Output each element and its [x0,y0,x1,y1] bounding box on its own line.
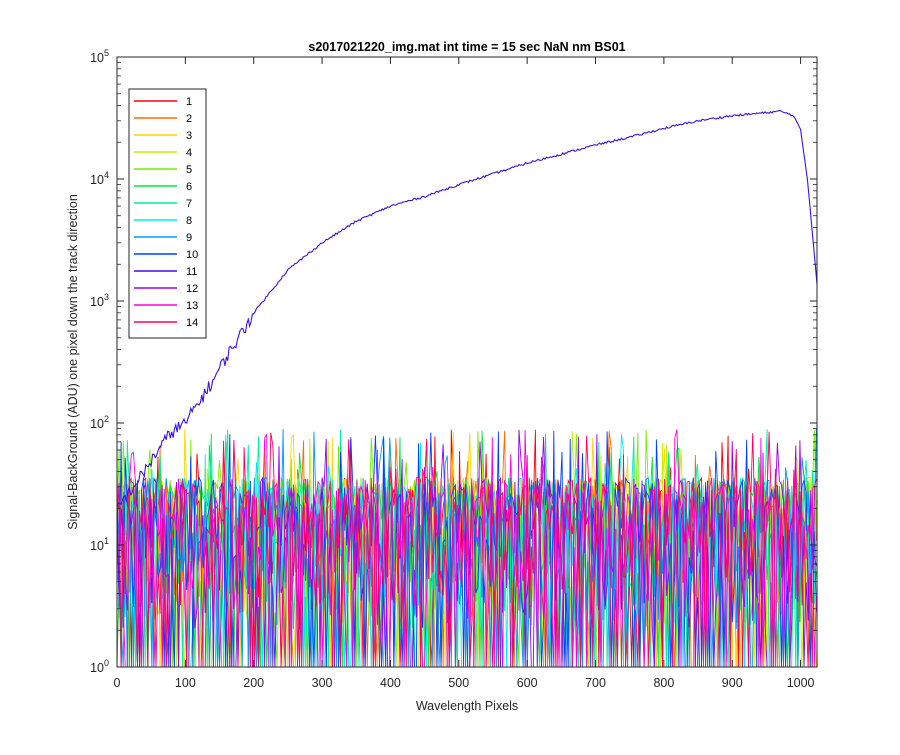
y-tick-label: 105 [90,48,109,65]
y-tick-label: 100 [90,658,109,675]
plot-frame [116,56,818,668]
y-tick-label: 102 [90,414,109,431]
legend-box [128,88,207,339]
series-line-12 [117,429,817,667]
legend-label-12: 12 [186,283,198,295]
x-tick-label: 600 [517,676,538,690]
legend-label-10: 10 [186,249,198,261]
y-tick-label: 104 [90,170,109,187]
legend-label-3: 3 [186,130,192,142]
x-tick-label: 100 [175,676,196,690]
x-tick-label: 400 [380,676,401,690]
x-tick-label: 700 [585,676,606,690]
legend-label-13: 13 [186,300,198,312]
x-tick-label: 900 [722,676,743,690]
legend-label-8: 8 [186,215,192,227]
legend-label-14: 14 [186,317,198,329]
x-tick-label: 800 [653,676,674,690]
x-tick-label: 500 [448,676,469,690]
y-tick-label: 103 [90,292,109,309]
legend-label-11: 11 [186,266,197,278]
series-line-11-signal [117,109,817,508]
legend-label-1: 1 [186,96,192,108]
legend-label-5: 5 [186,164,192,176]
x-tick-label: 300 [312,676,333,690]
legend-label-7: 7 [186,198,192,210]
x-tick-label: 0 [114,676,121,690]
legend-label-9: 9 [186,232,192,244]
chart-title: s2017021220_img.mat int time = 15 sec Na… [308,40,625,54]
legend-label-4: 4 [186,147,192,159]
x-tick-label: 1000 [787,676,815,690]
legend-label-2: 2 [186,113,192,125]
y-tick-label: 101 [90,536,109,553]
x-axis-label: Wavelength Pixels [416,699,518,713]
x-tick-label: 200 [243,676,264,690]
legend-label-6: 6 [186,181,192,193]
series-line-14 [117,431,817,667]
y-axis-label: Signal-BackGround (ADU) one pixel down t… [66,194,80,530]
